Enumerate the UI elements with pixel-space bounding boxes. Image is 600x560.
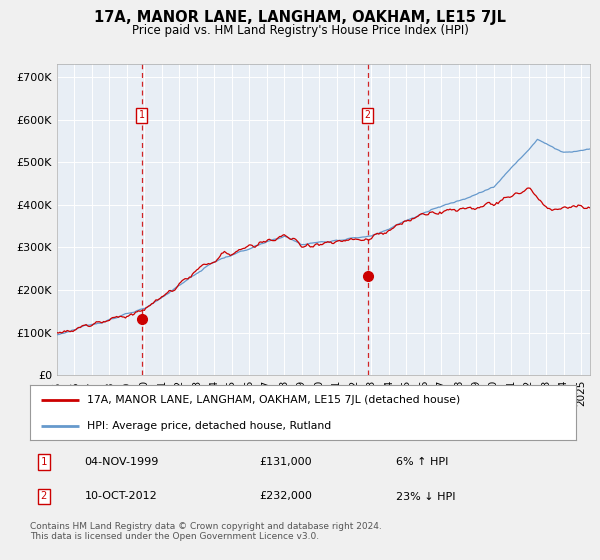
Text: 17A, MANOR LANE, LANGHAM, OAKHAM, LE15 7JL (detached house): 17A, MANOR LANE, LANGHAM, OAKHAM, LE15 7… <box>88 395 461 405</box>
Text: 2: 2 <box>365 110 371 120</box>
Text: 2: 2 <box>41 492 47 502</box>
Text: 04-NOV-1999: 04-NOV-1999 <box>85 457 159 467</box>
Text: Contains HM Land Registry data © Crown copyright and database right 2024.
This d: Contains HM Land Registry data © Crown c… <box>30 522 382 542</box>
Text: Price paid vs. HM Land Registry's House Price Index (HPI): Price paid vs. HM Land Registry's House … <box>131 24 469 36</box>
Text: 17A, MANOR LANE, LANGHAM, OAKHAM, LE15 7JL: 17A, MANOR LANE, LANGHAM, OAKHAM, LE15 7… <box>94 10 506 25</box>
Text: 1: 1 <box>41 457 47 467</box>
Text: £232,000: £232,000 <box>259 492 312 502</box>
Text: 1: 1 <box>139 110 145 120</box>
Text: 23% ↓ HPI: 23% ↓ HPI <box>396 492 455 502</box>
Text: 6% ↑ HPI: 6% ↑ HPI <box>396 457 448 467</box>
Text: £131,000: £131,000 <box>259 457 312 467</box>
Text: HPI: Average price, detached house, Rutland: HPI: Average price, detached house, Rutl… <box>88 421 332 431</box>
Text: 10-OCT-2012: 10-OCT-2012 <box>85 492 157 502</box>
